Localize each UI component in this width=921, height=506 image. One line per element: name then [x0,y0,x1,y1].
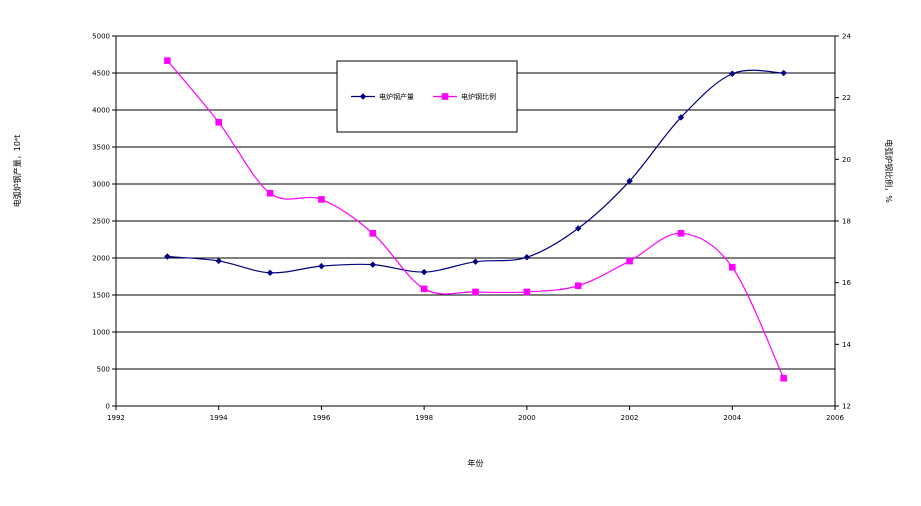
data-point [523,288,531,296]
legend-marker [359,93,367,100]
x-tick-label: 2000 [518,414,536,422]
data-point [523,254,531,261]
left-y-tick-label: 1000 [92,329,110,337]
right-y-tick-label: 24 [842,33,851,41]
left-y-tick-label: 4000 [92,107,110,115]
data-point [318,262,325,270]
right-y-tick-label: 20 [842,156,851,164]
data-point [420,285,428,293]
data-point [472,288,479,296]
data-point [626,177,633,185]
x-tick-label: 1998 [415,414,433,422]
data-point [677,114,685,121]
data-point [215,257,222,265]
x-axis-title: 年份 [468,458,484,468]
legend: 电炉钢产量 电炉钢比例 [336,60,518,133]
legend-items: 电炉钢产量 电炉钢比例 [351,92,496,101]
data-point [215,119,223,126]
x-tick-label: 1992 [107,414,125,422]
left-y-axis: 0 500 1000 1500 2000 2500 3000 3500 4000 4500 5000 [92,33,116,411]
data-point [626,257,633,265]
data-point [575,225,582,232]
data-point [728,263,736,271]
right-y-tick-label: 14 [842,341,851,349]
data-point [729,70,736,77]
legend-label: 电炉钢产量 [379,92,414,101]
right-y-tick-label: 22 [842,94,851,102]
series-2 [164,57,787,382]
left-y-tick-label: 2500 [92,218,110,226]
left-y-tick-label: 0 [106,403,110,411]
x-tick-label: 2004 [723,414,741,422]
x-tick-label: 1994 [210,414,228,422]
data-point [164,253,171,260]
left-y-tick-label: 3000 [92,181,110,189]
data-point [677,230,685,237]
x-tick-label: 2006 [826,414,844,422]
left-y-tick-label: 3500 [92,144,110,152]
right-y-axis-title: 电弧炉钢比例，% [884,139,894,203]
left-y-axis-title: 电弧炉钢产量，10⁴t [12,135,22,208]
left-y-tick-label: 500 [97,366,110,374]
data-point [420,268,428,276]
legend-item: 电炉钢比例 [433,92,496,101]
left-y-tick-label: 5000 [92,33,110,41]
data-point [780,374,787,382]
right-y-tick-label: 18 [842,218,851,226]
legend-marker [441,93,449,100]
data-point [318,196,325,203]
left-y-tick-label: 4500 [92,70,110,78]
x-tick-label: 2002 [621,414,639,422]
right-y-tick-label: 16 [842,279,851,287]
legend-item: 电炉钢产量 [351,92,414,101]
legend-label: 电炉钢比例 [461,92,496,101]
series-1 [164,69,787,277]
x-axis: 1992 1994 1996 1998 2000 2002 2004 2006 [107,406,844,422]
series-layer [164,57,787,382]
left-y-tick-label: 1500 [92,292,110,300]
data-point [472,258,479,265]
data-point [266,269,274,277]
left-y-tick-label: 2000 [92,255,110,263]
data-point [369,230,377,237]
data-point [780,69,787,77]
x-tick-label: 1996 [313,414,331,422]
right-y-axis: 12 14 16 18 20 22 24 [835,33,851,411]
data-point [164,57,171,64]
data-point [266,189,274,197]
right-y-tick-label: 12 [842,403,851,411]
data-point [369,261,376,268]
data-point [574,282,582,290]
